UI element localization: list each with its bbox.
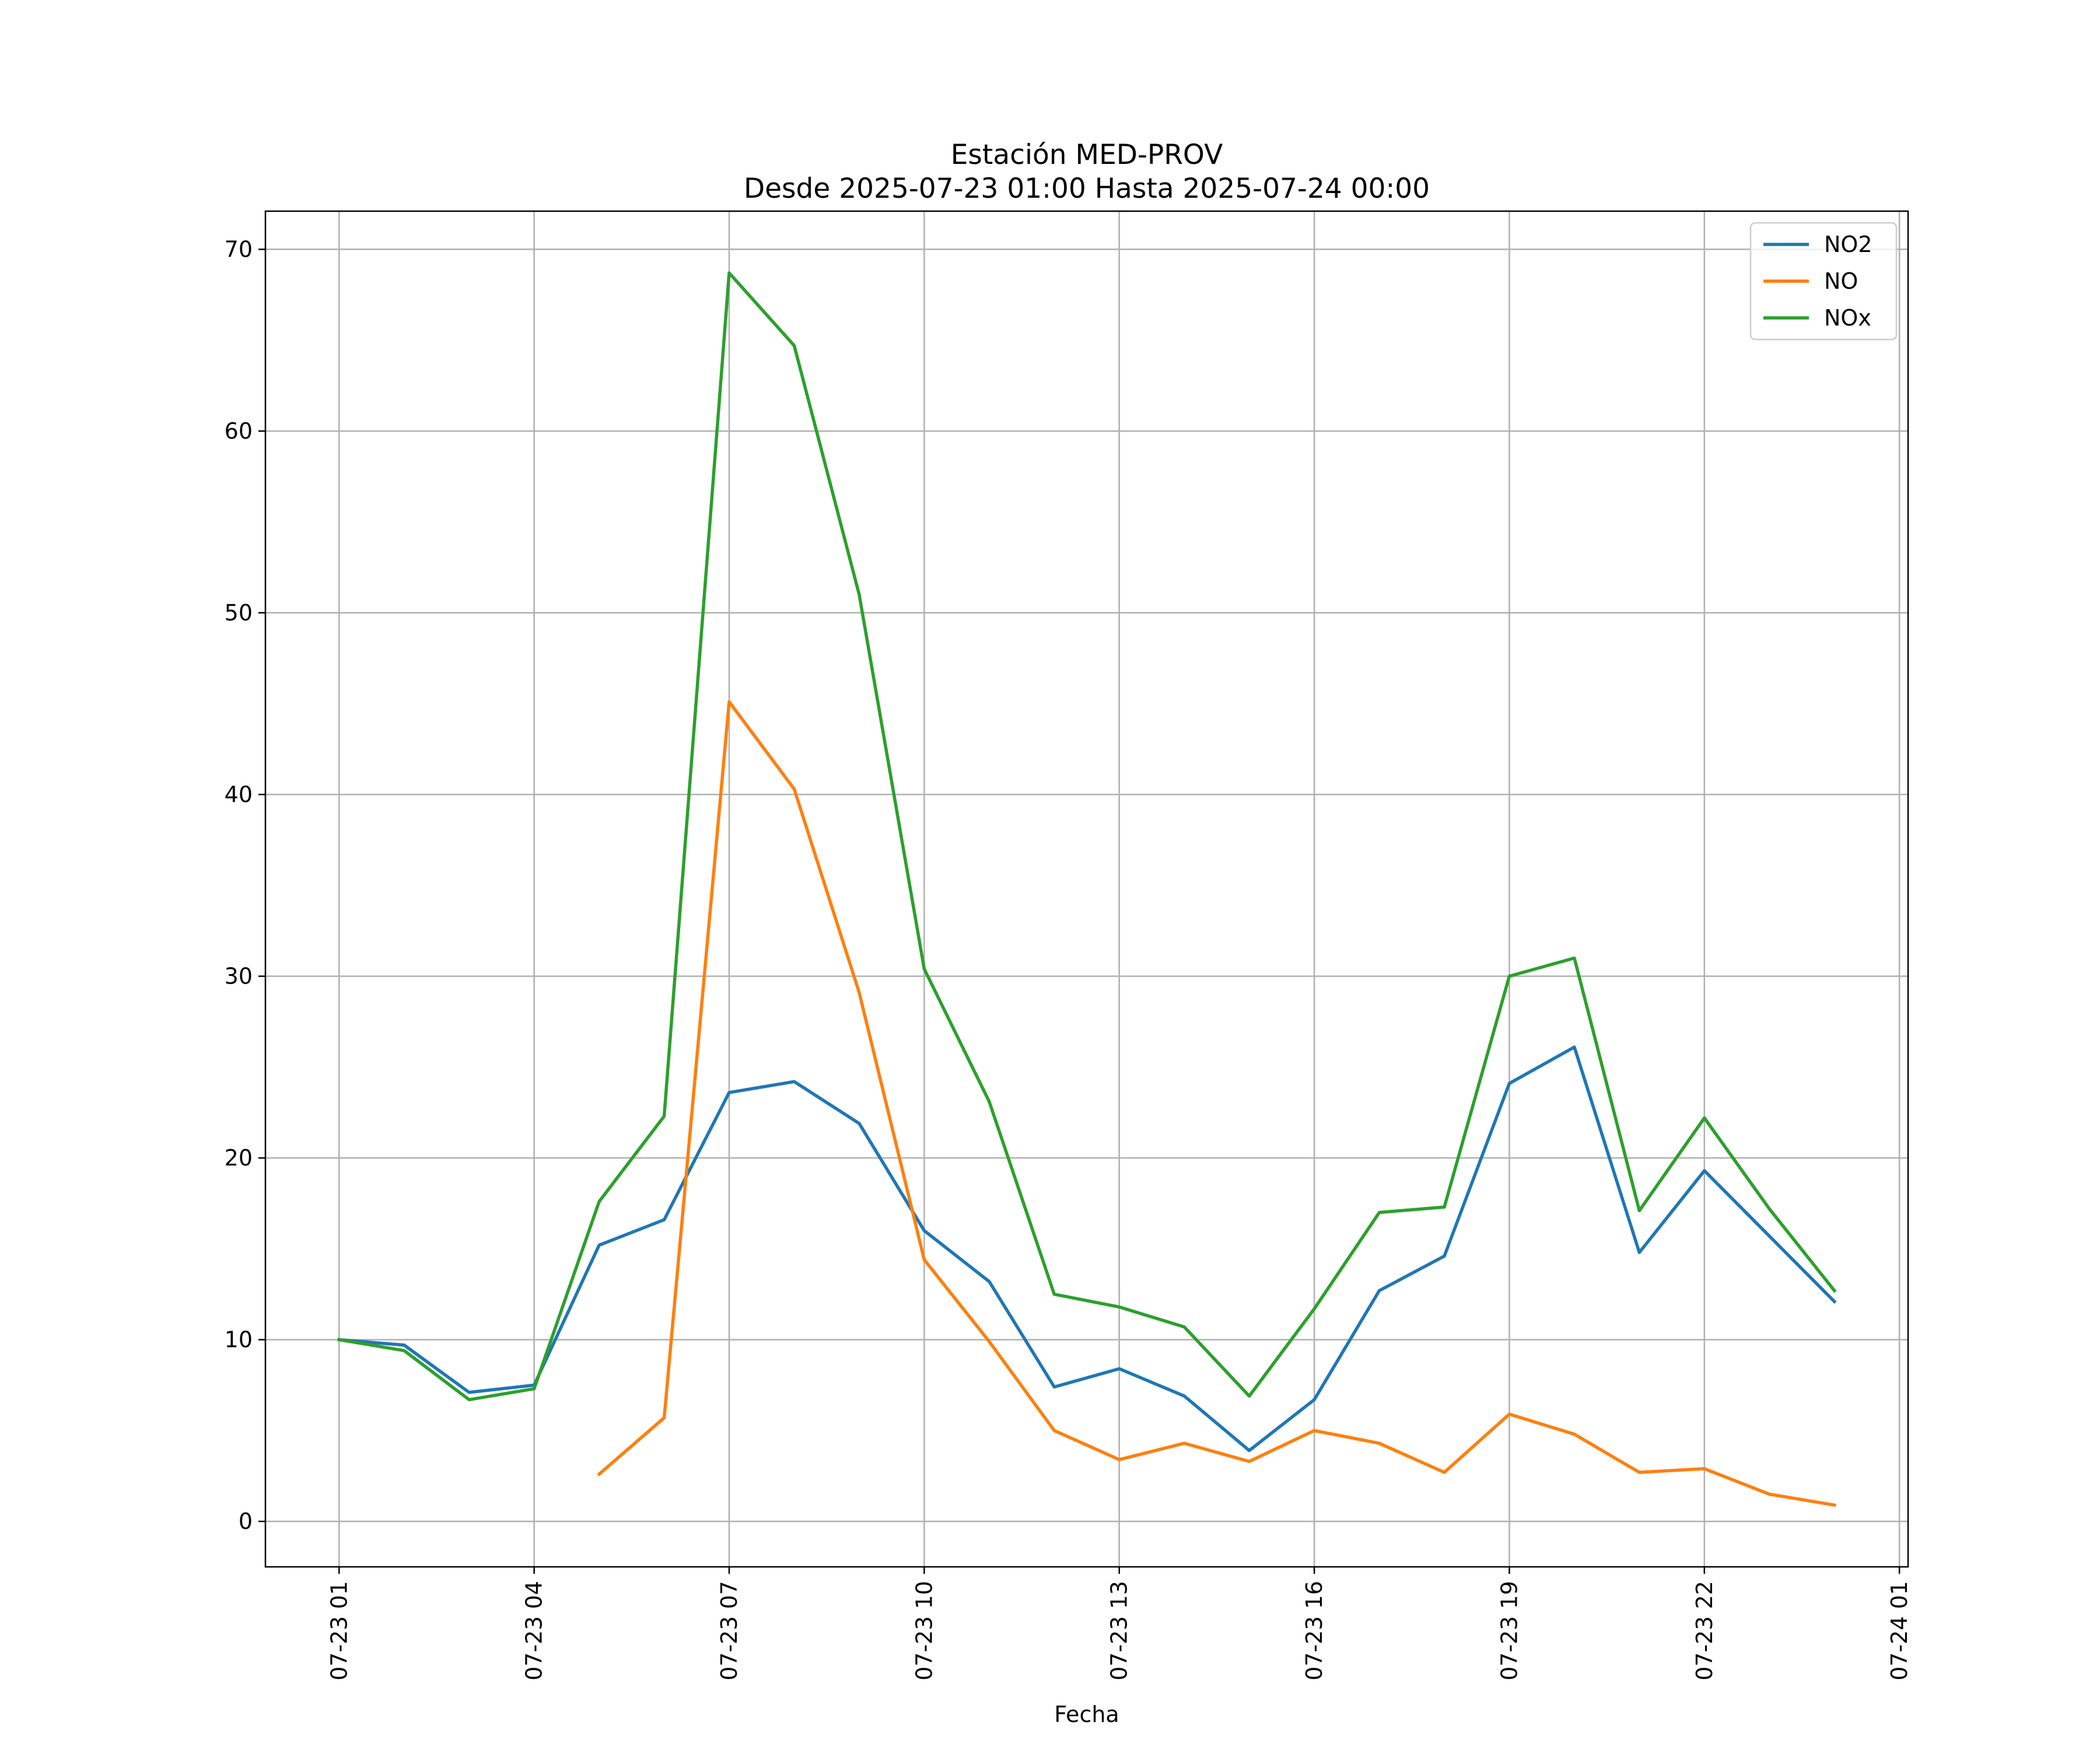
x-tick-label: 07-23 13 bbox=[1107, 1581, 1132, 1681]
x-tick-label: 07-23 10 bbox=[911, 1581, 937, 1681]
x-tick-label: 07-23 19 bbox=[1496, 1581, 1522, 1681]
y-tick-label: 40 bbox=[225, 782, 253, 807]
plot-frame bbox=[264, 210, 1909, 1568]
series-line-nox bbox=[337, 271, 1837, 1402]
legend-label-nox: NOx bbox=[1824, 305, 1871, 331]
x-tick-label: 07-24 01 bbox=[1887, 1581, 1912, 1681]
grid bbox=[265, 211, 1908, 1567]
series-line-no2 bbox=[337, 1045, 1837, 1452]
x-tick-label: 07-23 07 bbox=[716, 1581, 742, 1681]
legend-label-no2: NO2 bbox=[1824, 232, 1873, 257]
y-tick-label: 20 bbox=[225, 1145, 253, 1171]
legend-frame bbox=[1749, 222, 1898, 341]
y-tick-label: 30 bbox=[225, 964, 253, 989]
y-tick-label: 60 bbox=[225, 418, 253, 444]
y-tick-label: 50 bbox=[225, 600, 253, 625]
x-axis-label: Fecha bbox=[1054, 1702, 1119, 1727]
x-tick-label: 07-23 16 bbox=[1301, 1581, 1327, 1681]
series-line-no bbox=[597, 700, 1836, 1507]
x-tick-label: 07-23 04 bbox=[522, 1581, 547, 1681]
y-tick-label: 10 bbox=[225, 1327, 253, 1353]
chart-title-line-1: Estación MED-PROV bbox=[951, 139, 1223, 171]
chart-title-line-2: Desde 2025-07-23 01:00 Hasta 2025-07-24 … bbox=[744, 173, 1430, 205]
legend-label-no: NO bbox=[1824, 268, 1858, 294]
legend: NO2 NO NOx bbox=[1749, 222, 1898, 341]
x-tick-label: 07-23 01 bbox=[326, 1581, 352, 1681]
y-tick-label: 0 bbox=[239, 1508, 253, 1534]
axes: 0 10 20 30 40 50 60 70 07-23 01 07-23 04 07-23 07 0… bbox=[225, 236, 1912, 1680]
plot-lines bbox=[337, 271, 1837, 1507]
y-tick-label: 70 bbox=[225, 236, 253, 262]
x-tick-label: 07-23 22 bbox=[1692, 1581, 1717, 1681]
